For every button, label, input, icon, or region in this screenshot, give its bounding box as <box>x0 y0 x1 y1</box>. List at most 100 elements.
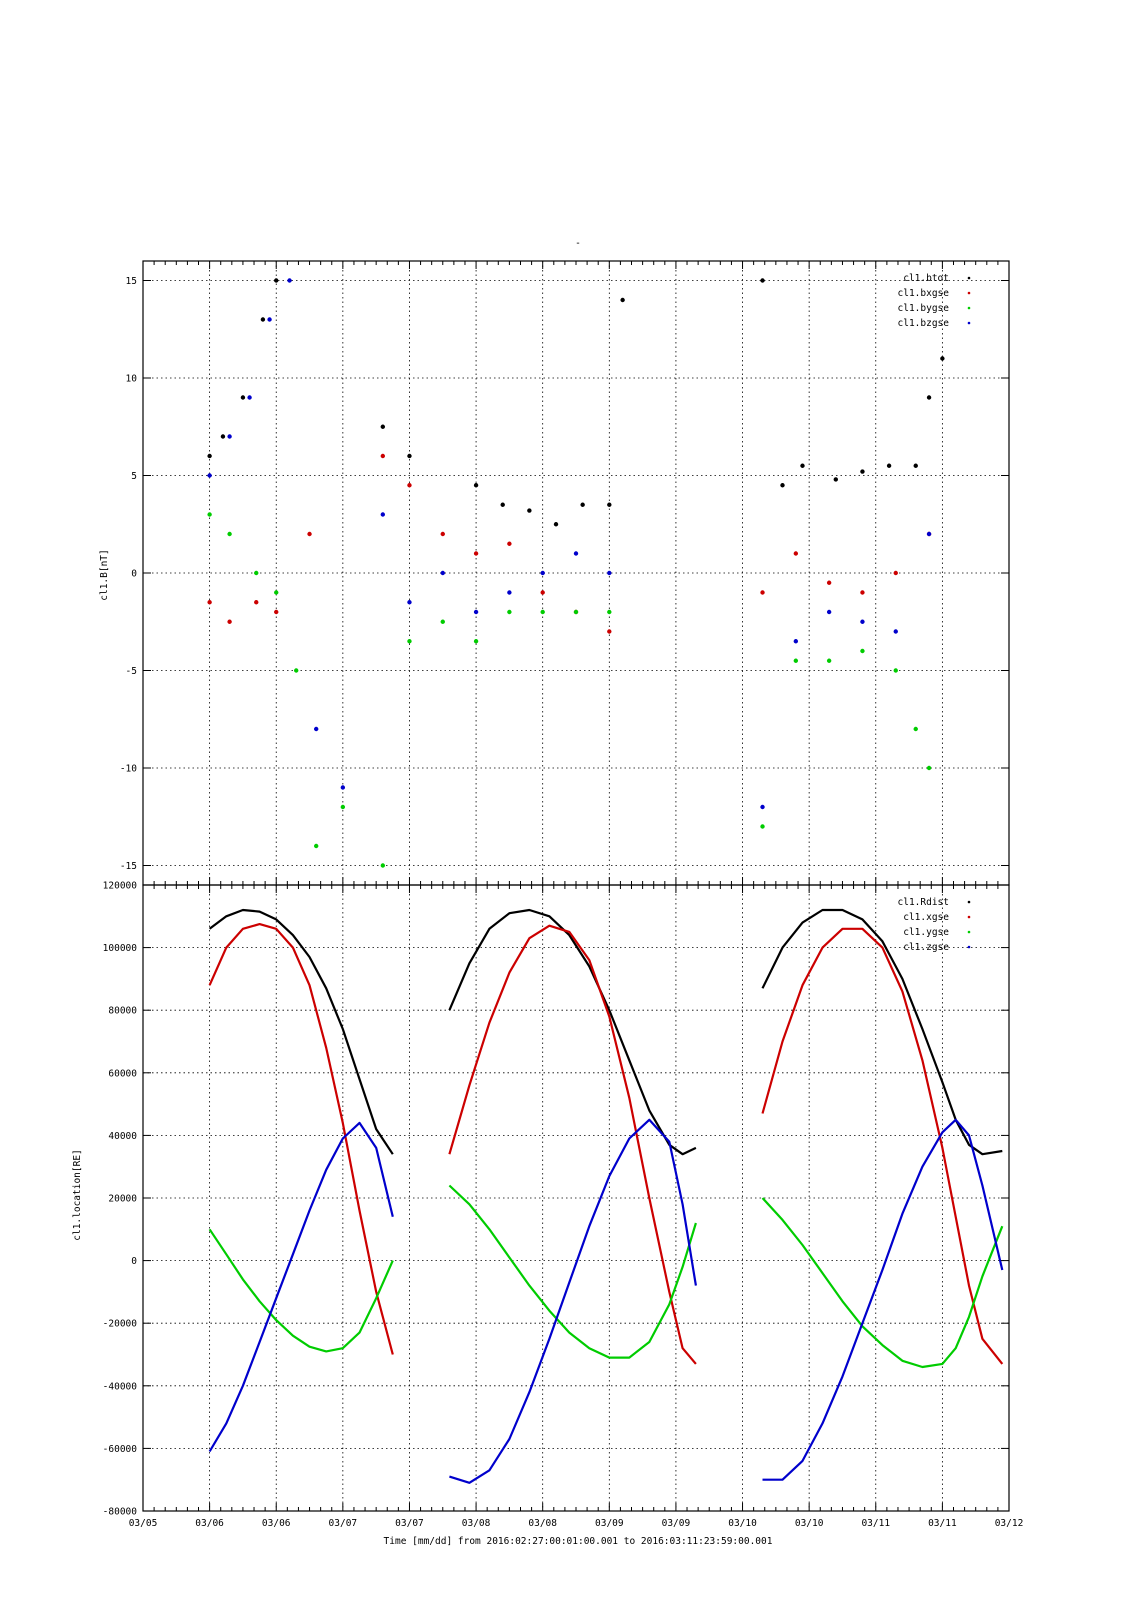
data-point <box>380 863 386 868</box>
series-line <box>449 1118 697 1484</box>
data-point <box>826 580 832 585</box>
top-mark: - <box>575 238 581 249</box>
magnetic-field-marks <box>207 278 945 868</box>
y-tick-label: -15 <box>120 861 137 872</box>
legend-entry: cl1.xgse <box>903 912 949 923</box>
data-point <box>440 531 445 537</box>
x-tick-label: 03/09 <box>662 1518 691 1529</box>
data-point <box>247 395 252 400</box>
data-point <box>793 551 799 556</box>
y-tick-label: -80000 <box>103 1507 138 1518</box>
data-point <box>440 570 445 576</box>
data-point <box>913 726 918 732</box>
data-point <box>227 531 232 537</box>
data-point <box>833 477 838 482</box>
y-tick-label: 60000 <box>108 1068 137 1079</box>
legend-entry: cl1.Rdist <box>898 897 949 908</box>
data-point <box>540 570 545 576</box>
data-point <box>780 483 785 488</box>
data-point <box>340 785 346 790</box>
data-point <box>220 434 226 439</box>
data-point <box>607 609 612 615</box>
data-point <box>893 570 898 576</box>
y-tick-label: 20000 <box>108 1194 137 1205</box>
y-tick-label: -40000 <box>103 1381 138 1392</box>
data-point <box>314 726 319 732</box>
data-point <box>240 395 246 400</box>
location-grid <box>143 885 1009 1511</box>
series-line <box>208 923 394 1355</box>
data-point <box>314 843 319 849</box>
data-point <box>540 609 545 615</box>
data-point <box>926 531 932 537</box>
data-point <box>380 424 386 429</box>
x-tick-label: 03/07 <box>329 1518 358 1529</box>
series-line <box>208 1228 394 1353</box>
legend-entry: cl1.ygse <box>903 927 949 938</box>
data-point <box>760 824 765 829</box>
y-tick-label: 15 <box>126 276 137 287</box>
x-tick-label: 03/06 <box>195 1518 224 1529</box>
series-line <box>448 924 697 1365</box>
data-point <box>607 629 612 634</box>
data-point <box>860 590 865 595</box>
y-tick-label: -60000 <box>103 1444 138 1455</box>
data-point <box>913 463 918 468</box>
data-point <box>507 541 512 546</box>
data-point <box>553 522 559 527</box>
data-point <box>440 619 445 624</box>
data-point <box>620 297 625 303</box>
data-point <box>573 609 579 615</box>
x-tick-label: 03/06 <box>262 1518 291 1529</box>
location-panel: -80000 -60000 -40000 -20000 0 20000 40000 60000… <box>72 881 1010 1518</box>
magnetic-field-y-label: cl1.B[nT] <box>99 549 110 600</box>
legend-entry: cl1.zgse <box>903 942 949 953</box>
legend-swatch <box>967 321 971 325</box>
data-point <box>260 317 266 322</box>
data-point <box>207 453 212 459</box>
data-point <box>760 278 765 283</box>
y-tick-label: 40000 <box>108 1131 137 1142</box>
series-line <box>762 1118 1004 1481</box>
legend-swatch <box>967 915 971 919</box>
x-tick-label: 03/08 <box>462 1518 491 1529</box>
legend-swatch <box>967 291 971 295</box>
location-marks <box>208 908 1004 1484</box>
data-point <box>793 639 799 644</box>
data-point <box>860 648 865 654</box>
data-point <box>793 658 799 663</box>
data-point <box>380 453 386 459</box>
data-point <box>407 483 412 488</box>
x-tick-label: 03/09 <box>595 1518 624 1529</box>
y-tick-label: -10 <box>120 764 137 775</box>
y-tick-label: 100000 <box>103 943 138 954</box>
y-tick-label: 10 <box>126 374 138 385</box>
y-tick-label: -5 <box>126 666 137 677</box>
data-point <box>826 658 832 663</box>
series-line <box>761 1197 1004 1369</box>
data-point <box>207 473 212 478</box>
location-axes: -80000 -60000 -40000 -20000 0 20000 40000 60000… <box>103 881 1010 1518</box>
x-tick-label: 03/11 <box>861 1518 890 1529</box>
legend-swatch <box>967 930 971 934</box>
data-point <box>473 483 479 488</box>
data-point <box>227 619 232 624</box>
location-legend: cl1.Rdist cl1.xgse cl1.ygse cl1.zgse <box>898 897 971 953</box>
data-point <box>860 469 865 474</box>
series-line <box>761 927 1004 1365</box>
x-tick-label: 03/08 <box>528 1518 557 1529</box>
data-point <box>287 278 292 283</box>
data-point <box>607 570 612 576</box>
data-point <box>573 551 579 556</box>
legend-swatch <box>967 306 971 310</box>
x-tick-labels: 03/05 03/06 03/06 03/07 03/07 03/08 03/08 03/09… <box>129 1518 1024 1529</box>
x-tick-label: 03/10 <box>728 1518 757 1529</box>
legend-swatch <box>967 900 971 904</box>
data-point <box>407 453 412 459</box>
data-point <box>274 278 279 283</box>
data-point <box>207 512 212 517</box>
data-point <box>294 668 299 673</box>
series-line <box>448 1184 697 1359</box>
data-point <box>527 508 532 513</box>
data-point <box>940 356 945 361</box>
